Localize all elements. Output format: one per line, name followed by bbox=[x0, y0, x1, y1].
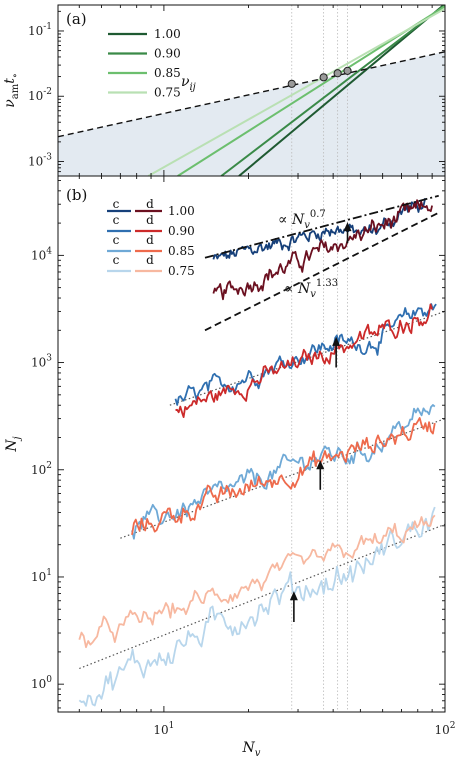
panel-b: ∝ Nv0.7 ∝ Nv1.33 c d 1.00 0.90 c d 0.85 c d 0.75 c d 1… bbox=[4, 175, 456, 759]
legend-row-header-d: d bbox=[146, 233, 154, 247]
nu-ij-reference-line bbox=[58, 51, 445, 138]
panel-a-plot-area bbox=[58, 5, 445, 176]
legend-header-c: c bbox=[113, 197, 120, 211]
intersection-marker-2 bbox=[333, 69, 342, 78]
series-d-0.90 bbox=[175, 303, 433, 419]
growth-line-1.00 bbox=[238, 5, 445, 176]
legend-header-d: d bbox=[146, 197, 154, 211]
series-c-0.75 bbox=[78, 506, 436, 707]
panel-b-label: (b) bbox=[66, 186, 87, 204]
legend-row-header-d: d bbox=[146, 253, 154, 267]
panel-b-xtick-label: 101 bbox=[153, 721, 174, 737]
legend-label-a-0.85: 0.85 bbox=[154, 66, 181, 80]
series-c-0.85 bbox=[131, 404, 436, 540]
panel-b-ylabel: Nj bbox=[4, 436, 23, 452]
legend-label-b-0.90: 0.90 bbox=[168, 224, 195, 238]
panel-b-ytick-label: 104 bbox=[31, 246, 52, 262]
intersection-marker-0 bbox=[287, 79, 296, 88]
legend-label-a-0.75: 0.75 bbox=[154, 86, 181, 100]
panel-a-ytick-label: 10-3 bbox=[28, 153, 52, 169]
panel-a-label: (a) bbox=[66, 10, 87, 28]
legend-row-header-c: c bbox=[113, 213, 120, 227]
legend-row-header-c: c bbox=[113, 233, 120, 247]
power-law-label-1: ∝ Nv1.33 bbox=[284, 278, 338, 300]
arrow-head-0 bbox=[343, 222, 352, 232]
power-law-label-0: ∝ Nv0.7 bbox=[278, 209, 326, 231]
arrow-head-2 bbox=[316, 460, 325, 470]
power-law-line-0 bbox=[204, 194, 439, 259]
arrow-head-3 bbox=[289, 591, 298, 601]
panel-a-ytick-label: 10-2 bbox=[28, 87, 52, 103]
dotted-fit-2 bbox=[79, 523, 445, 670]
legend-label-b-1.00: 1.00 bbox=[168, 204, 195, 218]
nu-ij-label: νij bbox=[181, 74, 196, 93]
panel-b-frame bbox=[57, 175, 446, 713]
panel-b-ytick-label: 103 bbox=[31, 354, 52, 370]
panel-b-xtick-label: 102 bbox=[434, 721, 455, 737]
panel-a: νij 1.00 0.90 0.85 0.75 10-3 10-2 10-1 (a) νamt∘ bbox=[2, 4, 446, 177]
series-d-0.75 bbox=[78, 514, 436, 649]
growth-line-0.90 bbox=[220, 5, 445, 176]
panel-a-ylabel: νamt∘ bbox=[2, 73, 21, 108]
panel-b-xlabel: Nv bbox=[242, 740, 261, 759]
legend-label-b-0.85: 0.85 bbox=[168, 244, 195, 258]
series-d-0.85 bbox=[131, 417, 436, 536]
series-d-1.00 bbox=[212, 199, 433, 301]
legend-row-header-d: d bbox=[146, 213, 154, 227]
legend-label-b-0.75: 0.75 bbox=[168, 264, 195, 278]
panel-b-ytick-label: 102 bbox=[31, 461, 52, 477]
panel-b-ytick-label: 100 bbox=[31, 675, 52, 691]
intersection-marker-1 bbox=[319, 73, 328, 82]
intersection-marker-3 bbox=[343, 66, 352, 75]
stable-region-shading bbox=[58, 51, 445, 176]
panel-b-ytick-label: 101 bbox=[31, 568, 52, 584]
growth-line-0.75 bbox=[147, 7, 445, 176]
legend-row-header-c: c bbox=[113, 253, 120, 267]
series-c-0.90 bbox=[174, 303, 437, 406]
arrow-head-1 bbox=[332, 336, 341, 346]
panel-b-plot-area bbox=[78, 176, 445, 712]
legend-label-a-0.90: 0.90 bbox=[154, 47, 181, 61]
panel-a-ytick-label: 10-1 bbox=[28, 22, 52, 38]
legend-label-a-1.00: 1.00 bbox=[154, 27, 181, 41]
